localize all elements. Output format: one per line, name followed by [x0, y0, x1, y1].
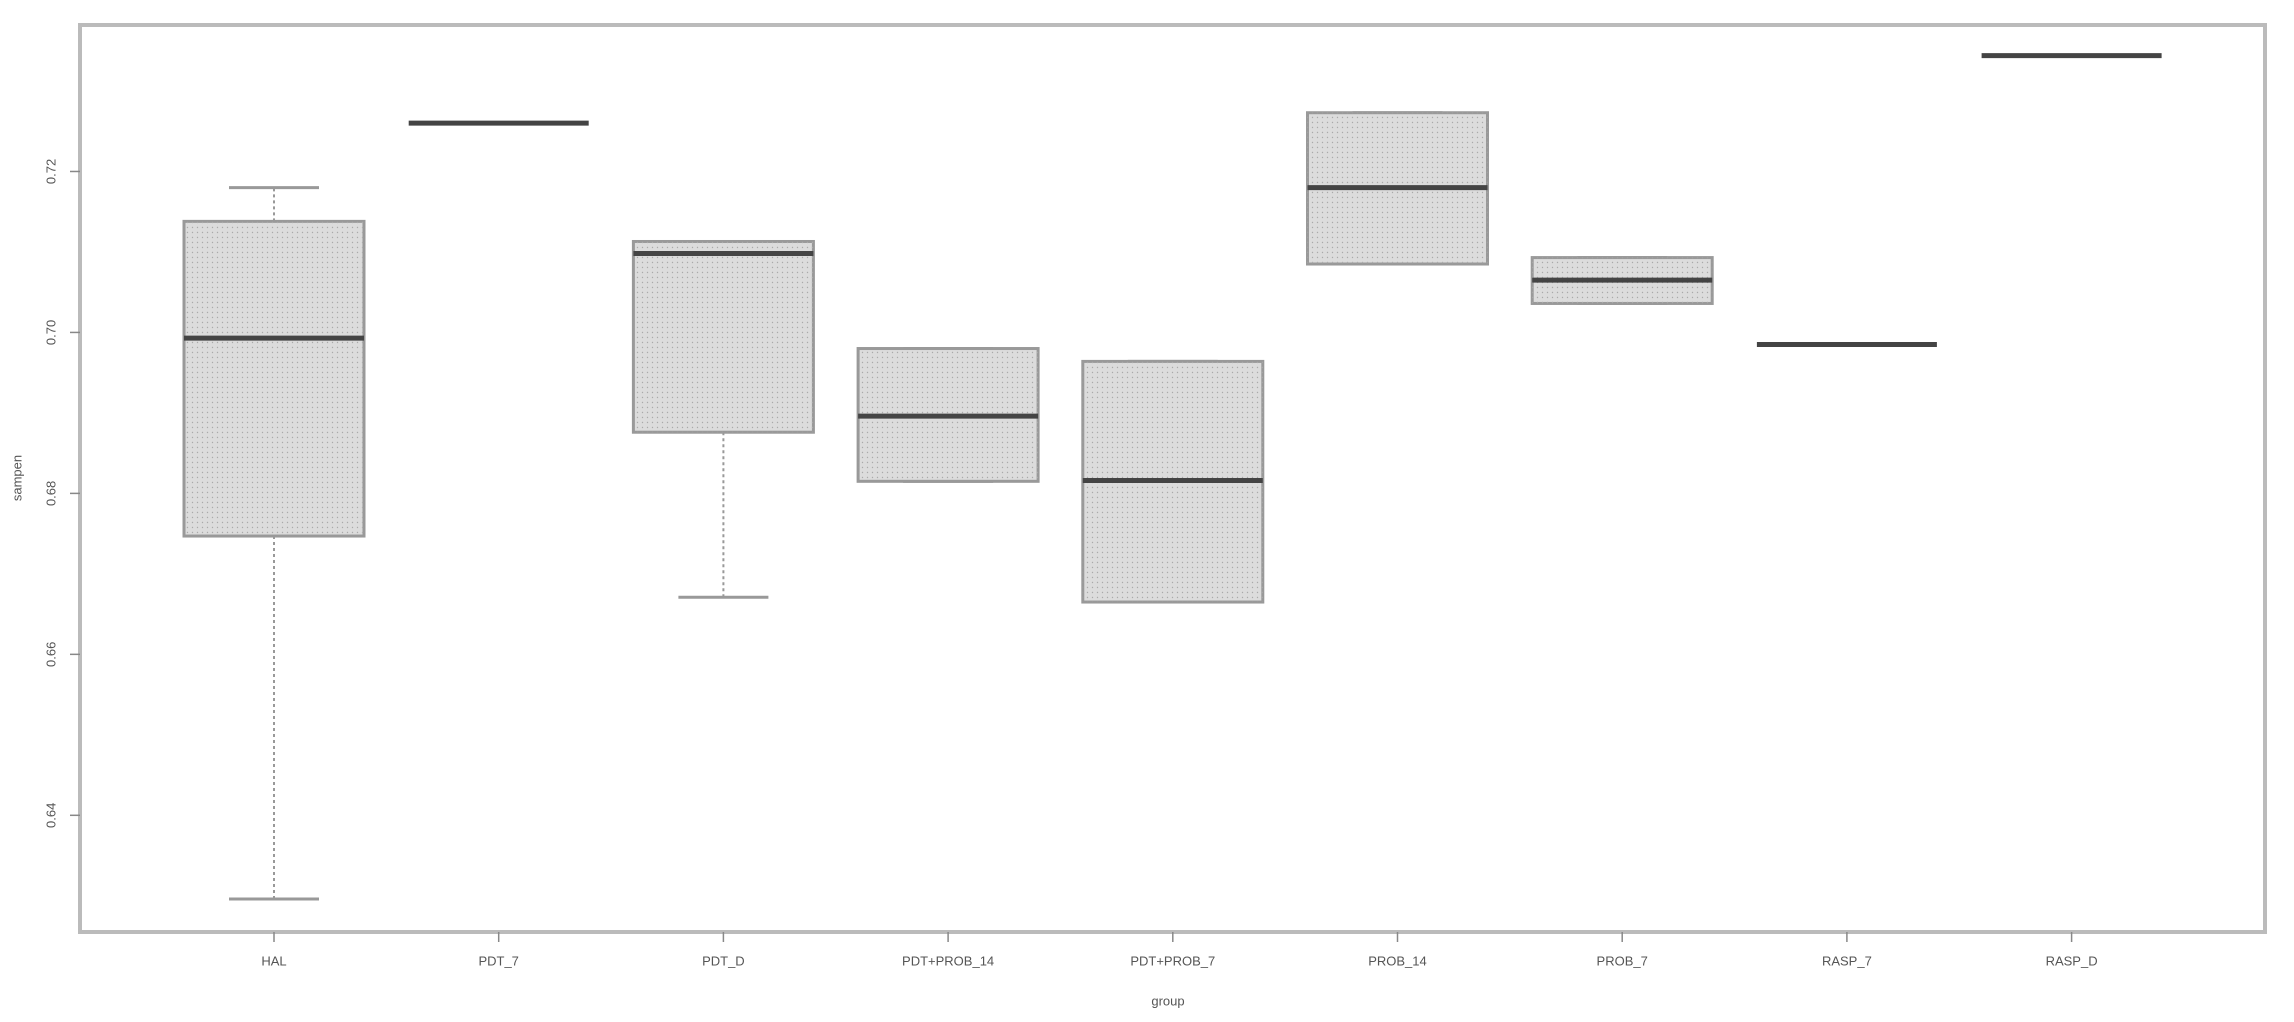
y-tick-label: 0.72 [43, 159, 58, 184]
y-axis-label: sampen [9, 455, 24, 501]
y-tick-label: 0.68 [43, 481, 58, 506]
x-tick-label: PDT_D [702, 953, 745, 968]
y-tick-label: 0.66 [43, 642, 58, 667]
x-axis-label: group [1151, 993, 1184, 1008]
x-tick-label: PDT+PROB_14 [902, 953, 994, 968]
x-tick-label: PROB_7 [1597, 953, 1648, 968]
x-tick-label: PDT+PROB_7 [1130, 953, 1215, 968]
x-tick-label: HAL [261, 953, 286, 968]
box-texture [633, 241, 814, 433]
y-tick-label: 0.64 [43, 803, 58, 828]
box-texture [184, 221, 364, 537]
x-tick-label: PROB_14 [1368, 953, 1427, 968]
y-tick-label: 0.70 [43, 320, 58, 345]
x-tick-label: PDT_7 [478, 953, 518, 968]
x-tick-label: RASP_D [2046, 953, 2098, 968]
x-tick-label: RASP_7 [1822, 953, 1872, 968]
